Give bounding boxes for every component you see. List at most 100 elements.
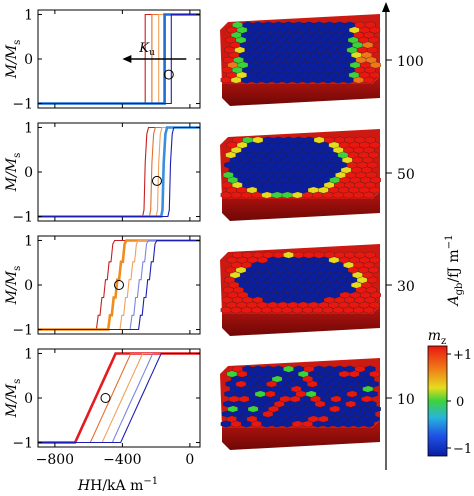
right-axis-label: Agb/fJ m−1 [444,235,465,308]
grain-cell [364,365,376,373]
grain-cell [368,380,379,388]
grain-cell [344,136,356,144]
grain-cell [354,136,366,144]
grain-cell [367,276,378,284]
y-axis-label: M/Ms [4,379,23,419]
y-axis-label: M/Ms [4,153,23,193]
grain-cell [365,400,377,408]
grain-cell [363,146,375,154]
grain-cell [365,286,377,294]
y-tick-label: 0 [24,391,33,407]
y-tick-label: 0 [24,165,33,181]
hysteresis-panel-4: 10−1−800 −400 0M/Ms [4,346,201,468]
colorbar-gradient [427,345,448,457]
grain-cell [362,271,374,279]
grain-cell [368,151,379,159]
hysteresis-series-2 [38,126,200,218]
grain-cell [364,410,376,418]
grain-cell [369,415,380,423]
grain-side-face [222,306,380,336]
grain-cell [362,41,374,49]
colorbar-tick-max: +1 [453,348,472,363]
grain-side-face [222,191,380,221]
x-tick-label: 0 [185,452,194,468]
grain-cell [242,136,254,144]
grain-cell [361,166,372,174]
grain-cell [273,136,284,144]
hysteresis-series-4 [38,239,200,331]
colorbar: mz +1 0 −1 [427,328,472,457]
grain-cell [334,136,345,144]
hysteresis-series-3 [38,352,200,444]
grain-cell [362,156,374,164]
grain-structure-2 [220,129,381,221]
grain-cell [262,136,274,144]
hysteresis-panel-3: 1 0 −1 M/Ms [4,233,201,339]
grain-cell [362,385,374,393]
grain-cell [368,266,379,274]
grain-structure-1 [220,14,381,106]
grain-cell [361,51,372,59]
colorbar-tick-mid: 0 [456,395,464,410]
y-tick-label: 0 [24,52,33,68]
grain-cell [369,370,381,378]
grain-cell [361,395,372,403]
right-tick-30: 30 [397,279,415,295]
grain-cell [370,61,381,69]
grain-cell [369,301,380,309]
right-tick-100: 100 [397,54,424,70]
x-tick-label: −400 [103,452,141,468]
grain-cell [363,375,375,383]
colorbar-label: mz [428,328,447,347]
grain-cell [303,136,315,144]
grain-cell [369,71,380,79]
grain-cell [232,136,243,144]
grain-cell [361,281,372,289]
grain-cell [283,136,294,144]
plot-frame [37,348,201,448]
svg-text:Agb/fJ m−1: Agb/fJ m−1 [444,235,465,308]
grain-structure-4 [220,358,381,450]
y-axis-label: M/Ms [4,266,23,306]
y-tick-label: 1 [24,120,33,136]
grain-cell [364,136,376,144]
grain-cell [370,291,381,299]
hysteresis-panel-2: 1 0 −1 M/Ms [4,120,201,226]
hysteresis-series-1 [38,239,200,331]
grain-cell [370,176,381,184]
y-tick-label: −1 [12,323,33,339]
grain-cell [367,390,378,398]
plot-frame [37,122,201,222]
grain-cell [364,251,376,259]
right-axis-ticks [386,59,392,399]
grain-cell [313,136,325,144]
grain-cell [364,296,376,304]
hysteresis-series-2 [38,352,200,444]
y-tick-label: −1 [12,97,33,113]
grain-cell [365,171,377,179]
hysteresis-series-2 [38,239,200,331]
operating-point-marker [151,175,162,186]
y-tick-label: −1 [12,436,33,452]
right-tick-50: 50 [397,167,415,183]
grain-cell [369,26,381,34]
grain-cell [363,420,375,428]
grain-cell [293,136,305,144]
y-tick-label: 0 [24,278,33,294]
right-tick-10: 10 [397,392,415,408]
grain-side-face [222,76,380,106]
grain-cell [370,405,381,413]
grain-cell [369,256,381,264]
hysteresis-series-4 [38,352,200,444]
grain-cell [363,31,375,39]
x-tick-label: −800 [36,452,74,468]
hysteresis-series-4 [38,126,200,218]
ku-arrowhead [122,55,132,63]
grain-cell [252,136,264,144]
plot-frame [37,235,201,335]
grain-cell [363,261,375,269]
colorbar-tick-min: −1 [453,442,472,457]
operating-point-marker [100,393,111,403]
operating-point-marker [114,280,124,290]
